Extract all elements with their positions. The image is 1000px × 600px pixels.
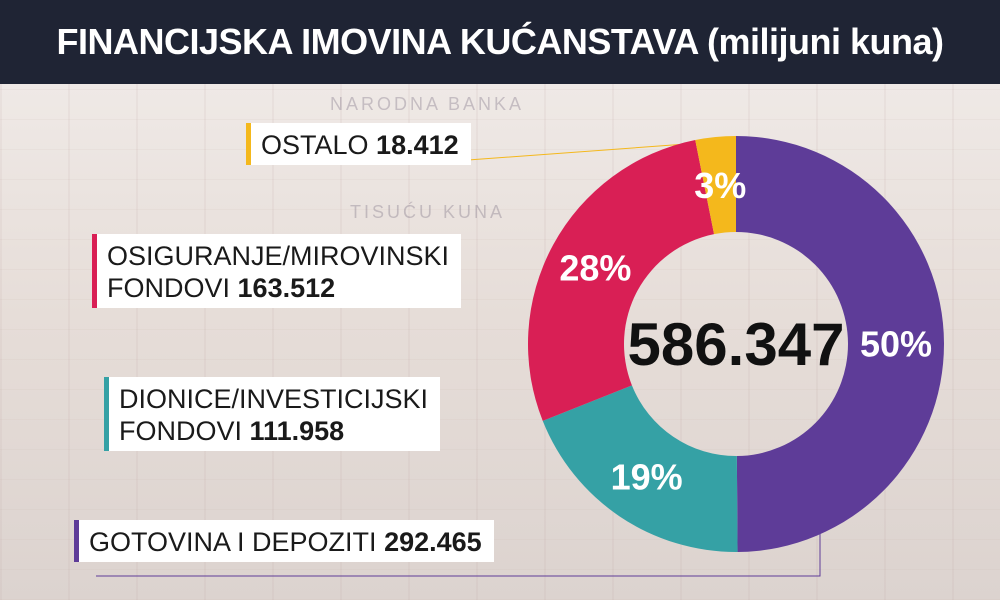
slice-osiguranje-mirovinski-fondovi <box>527 140 715 421</box>
percent-label-ostalo: 3% <box>694 165 746 206</box>
legend-name-line1: OSIGURANJE/MIROVINSKI <box>107 241 450 271</box>
header-bar: FINANCIJSKA IMOVINA KUĆANSTAVA (milijuni… <box>0 0 1000 84</box>
legend-name-line2: FONDOVI <box>119 416 243 446</box>
legend-label-gotovina: GOTOVINA I DEPOZITI 292.465 <box>74 520 494 562</box>
legend-label-dionice: DIONICE/INVESTICIJSKI FONDOVI 111.958 <box>104 377 441 451</box>
slice-ostalo <box>695 136 736 235</box>
legend-value: 163.512 <box>237 273 336 303</box>
slice-dionice-investicijski-fondovi <box>542 385 738 552</box>
legend-label-osiguranje: OSIGURANJE/MIROVINSKI FONDOVI 163.512 <box>92 234 462 308</box>
legend-name: OSTALO <box>261 130 369 160</box>
total-value: 586.347 <box>628 311 845 378</box>
legend-name: GOTOVINA I DEPOZITI <box>89 527 377 557</box>
chart-title: FINANCIJSKA IMOVINA KUĆANSTAVA (milijuni… <box>56 21 944 62</box>
percent-label-dionice-investicijski-fondovi: 19% <box>611 457 683 498</box>
legend-label-ostalo: OSTALO 18.412 <box>246 123 471 165</box>
percent-label-osiguranje-mirovinski-fondovi: 28% <box>559 248 631 289</box>
percent-label-gotovina-i-depoziti: 50% <box>860 323 932 364</box>
legend-value: 111.958 <box>249 416 345 446</box>
banknote-watermark: NARODNA BANKA <box>330 94 525 114</box>
legend-name-line2: FONDOVI <box>107 273 231 303</box>
slice-gotovina-i-depoziti <box>736 136 944 552</box>
legend-value: 292.465 <box>384 527 482 557</box>
banknote-watermark: TISUĆU KUNA <box>350 202 506 222</box>
legend-value: 18.412 <box>376 130 459 160</box>
legend-name-line1: DIONICE/INVESTICIJSKI <box>119 384 429 414</box>
